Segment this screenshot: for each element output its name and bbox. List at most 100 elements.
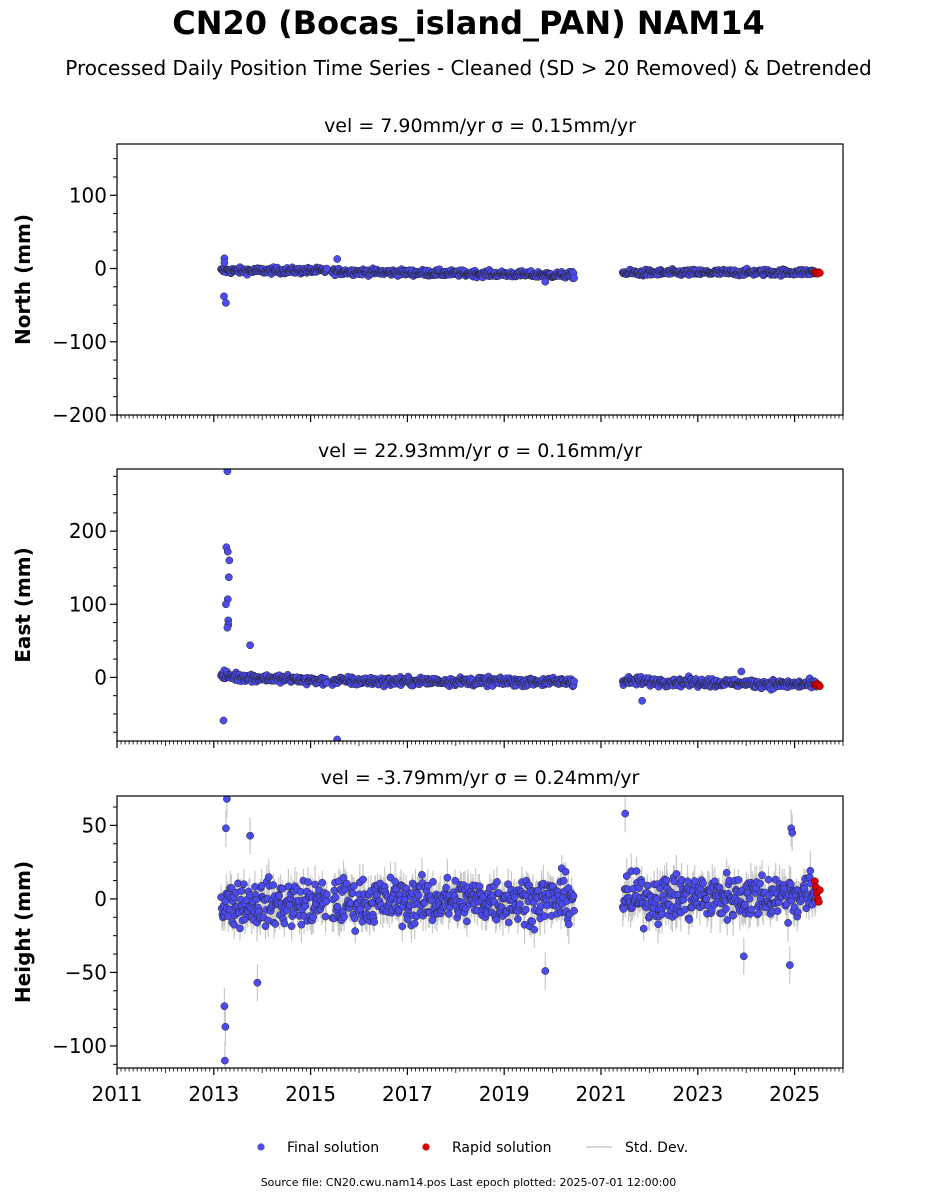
final-point <box>348 889 357 897</box>
final-point <box>722 905 730 913</box>
std-dev-bars-height <box>220 796 817 1068</box>
final-point <box>287 922 296 931</box>
final-solution-points-height <box>217 796 821 1065</box>
x-tick-label: 2021 <box>576 1082 627 1106</box>
final-point <box>297 920 306 929</box>
legend-label: Rapid solution <box>452 1140 552 1156</box>
final-point <box>224 912 233 920</box>
final-point <box>764 875 773 884</box>
chart-title: CN20 (Bocas_island_PAN) NAM14 <box>172 4 765 42</box>
final-point <box>794 908 802 917</box>
final-point <box>729 911 738 920</box>
final-point-outlier <box>223 547 232 556</box>
legend-swatch-rapid <box>422 1143 430 1151</box>
final-point <box>423 881 432 890</box>
final-point-outlier <box>638 696 646 705</box>
final-point <box>510 893 519 901</box>
final-point-outlier <box>621 809 630 818</box>
final-point-outlier <box>222 600 230 609</box>
panel-title-north: vel = 7.90mm/yr σ = 0.15mm/yr <box>324 115 636 137</box>
plot-area-east <box>217 469 824 741</box>
final-point <box>561 867 570 876</box>
final-solution-points-north <box>217 254 821 307</box>
final-point <box>754 909 763 918</box>
final-point <box>350 914 359 923</box>
final-point <box>275 892 284 900</box>
y-axis-label-east: East (mm) <box>11 547 35 663</box>
final-point-outlier <box>222 824 230 833</box>
final-point <box>806 866 815 875</box>
final-point-outlier <box>785 961 794 969</box>
rapid-point <box>814 898 823 906</box>
final-point <box>398 922 407 931</box>
plot-area-north <box>217 254 824 307</box>
panel-east: vel = 22.93mm/yr σ = 0.16mm/yr East (mm) 0… <box>11 440 844 748</box>
x-tick-label: 2013 <box>188 1082 239 1106</box>
final-point <box>309 913 318 921</box>
final-point <box>734 876 743 884</box>
final-point <box>699 879 707 888</box>
final-point <box>240 880 248 889</box>
final-point <box>443 873 452 882</box>
rapid-solution-points-east <box>811 680 824 691</box>
final-point <box>359 875 367 884</box>
final-point-outlier <box>220 292 228 301</box>
panel-title-height: vel = -3.79mm/yr σ = 0.24mm/yr <box>321 767 640 789</box>
final-point <box>569 892 578 900</box>
final-point-outlier <box>224 573 233 582</box>
final-point <box>280 919 289 928</box>
final-point <box>514 915 522 923</box>
std-dev-bars-north <box>220 256 817 305</box>
final-point <box>269 881 278 889</box>
final-point-outlier <box>220 1002 229 1011</box>
final-point <box>492 915 501 924</box>
final-point <box>690 877 699 885</box>
final-point <box>643 881 652 890</box>
final-point-outlier <box>221 1022 230 1031</box>
final-point-outlier <box>222 299 230 307</box>
final-point <box>342 879 351 888</box>
final-point <box>442 883 450 892</box>
final-point-outlier <box>225 556 234 565</box>
final-point <box>504 918 513 927</box>
final-point <box>463 917 471 926</box>
final-point <box>632 867 641 875</box>
final-point <box>304 878 312 886</box>
x-tick-label: 2019 <box>479 1082 530 1106</box>
final-point <box>672 870 681 878</box>
final-point <box>559 876 568 885</box>
rapid-point <box>815 269 824 277</box>
y-axis-label-north: North (mm) <box>11 214 35 345</box>
x-tick-label: 2015 <box>285 1082 336 1106</box>
final-point <box>444 909 453 918</box>
x-tick-label: 2017 <box>382 1082 433 1106</box>
y-tick-label: 0 <box>94 665 107 689</box>
final-point <box>662 876 671 885</box>
final-point <box>528 917 537 926</box>
final-point <box>350 882 358 890</box>
final-point <box>536 902 545 910</box>
chart-subtitle: Processed Daily Position Time Series - C… <box>65 56 872 80</box>
x-tick-label: 2025 <box>769 1082 820 1106</box>
legend-label: Std. Dev. <box>625 1140 688 1156</box>
final-point <box>410 919 419 928</box>
legend-label: Final solution <box>287 1140 379 1156</box>
final-point <box>658 910 666 919</box>
final-point <box>702 895 711 903</box>
final-point <box>722 868 731 877</box>
final-point <box>333 903 342 911</box>
y-tick-label: −100 <box>52 1034 107 1058</box>
final-point-outlier <box>739 952 748 961</box>
final-point-outlier <box>221 1056 229 1065</box>
final-point <box>257 881 266 890</box>
final-point <box>654 920 662 929</box>
final-point <box>370 918 379 926</box>
final-point <box>311 880 319 889</box>
final-point <box>786 880 795 889</box>
final-point <box>540 912 549 920</box>
final-point <box>521 905 530 914</box>
y-axis-label-height: Height (mm) <box>11 861 35 1003</box>
final-point <box>230 920 238 929</box>
final-point-outlier <box>223 623 232 632</box>
